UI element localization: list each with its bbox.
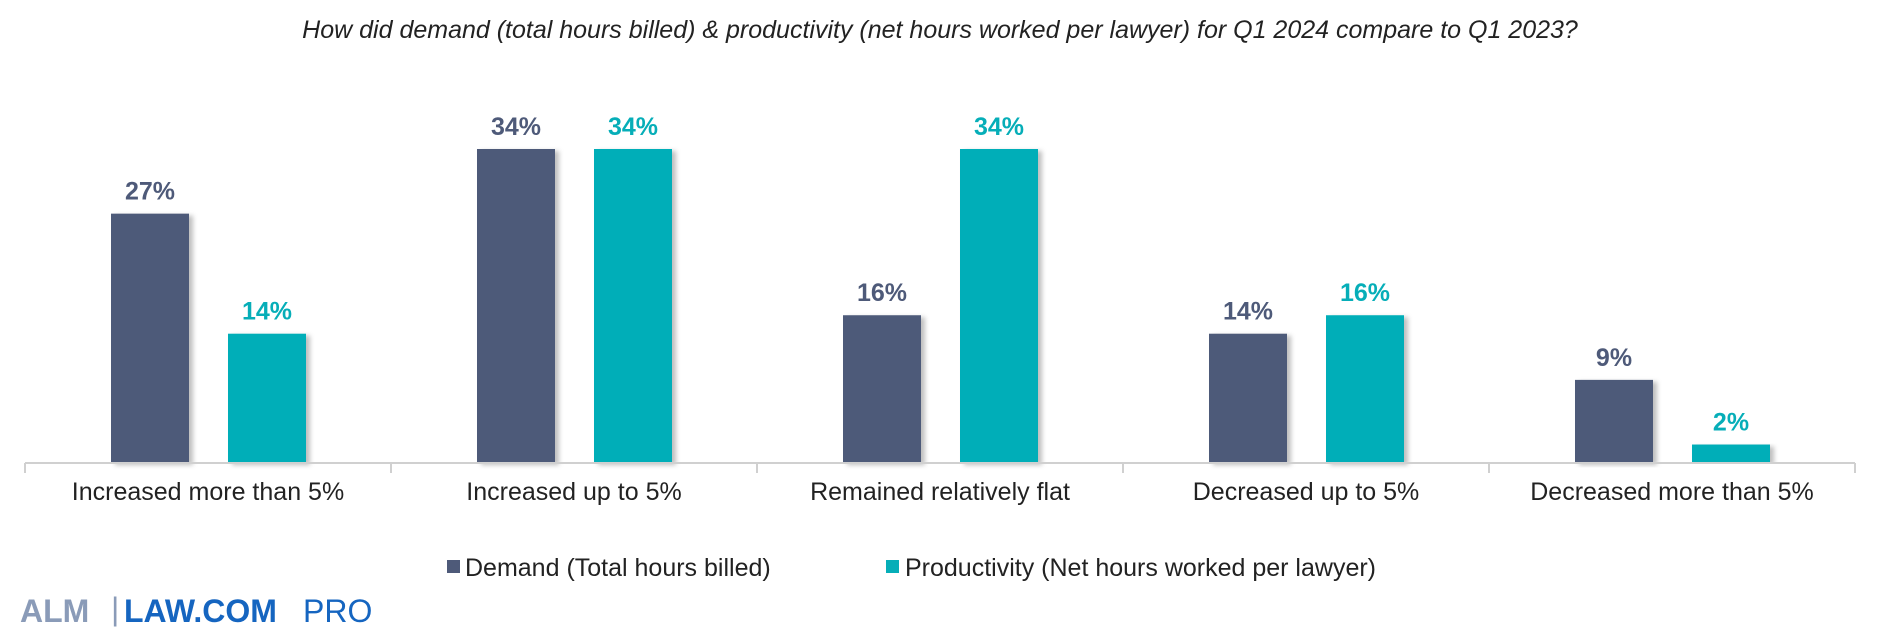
- data-label-productivity-4: 2%: [1713, 409, 1749, 437]
- x-axis-ticks: [24, 463, 1856, 473]
- legend-swatch-productivity: [886, 560, 899, 573]
- category-label-0: Increased more than 5%: [72, 478, 344, 506]
- logo-pro: PRO: [303, 593, 372, 628]
- legend: Demand (Total hours billed) Productivity…: [447, 554, 1376, 582]
- data-label-demand-0: 27%: [125, 178, 175, 206]
- bar-productivity-3: [1326, 315, 1404, 463]
- legend-label-demand: Demand (Total hours billed): [465, 554, 771, 582]
- chart-title: How did demand (total hours billed) & pr…: [302, 16, 1578, 44]
- bar-productivity-2: [960, 149, 1038, 463]
- legend-label-productivity: Productivity (Net hours worked per lawye…: [905, 554, 1376, 582]
- legend-swatch-demand: [447, 560, 460, 573]
- bar-demand-1: [477, 149, 555, 463]
- data-label-demand-1: 34%: [491, 113, 541, 141]
- bar-productivity-4: [1692, 444, 1770, 463]
- logo-alm: ALM: [20, 593, 89, 628]
- bars-group: [111, 149, 1770, 463]
- bar-demand-4: [1575, 379, 1653, 463]
- bar-demand-0: [111, 213, 189, 463]
- data-label-productivity-3: 16%: [1340, 279, 1390, 307]
- category-labels-group: Increased more than 5% Increased up to 5%…: [72, 478, 1814, 506]
- data-label-demand-2: 16%: [857, 279, 907, 307]
- category-label-4: Decreased more than 5%: [1530, 478, 1813, 506]
- bar-productivity-0: [228, 333, 306, 463]
- logo-separator: |: [111, 591, 119, 627]
- data-label-productivity-0: 14%: [242, 298, 292, 326]
- bar-demand-3: [1209, 333, 1287, 463]
- alm-law-com-pro-logo: ALM | LAW.COM PRO: [20, 591, 372, 628]
- bar-productivity-1: [594, 149, 672, 463]
- data-labels-group: 27% 14% 34% 34% 16% 34% 14% 16% 9% 2%: [125, 113, 1749, 437]
- data-label-demand-3: 14%: [1223, 298, 1273, 326]
- data-label-demand-4: 9%: [1596, 344, 1632, 372]
- bar-demand-2: [843, 315, 921, 463]
- logo-lawcom: LAW.COM: [124, 593, 277, 628]
- category-label-3: Decreased up to 5%: [1193, 478, 1420, 506]
- data-label-productivity-1: 34%: [608, 113, 658, 141]
- category-label-2: Remained relatively flat: [810, 478, 1070, 506]
- data-label-productivity-2: 34%: [974, 113, 1024, 141]
- category-label-1: Increased up to 5%: [466, 478, 681, 506]
